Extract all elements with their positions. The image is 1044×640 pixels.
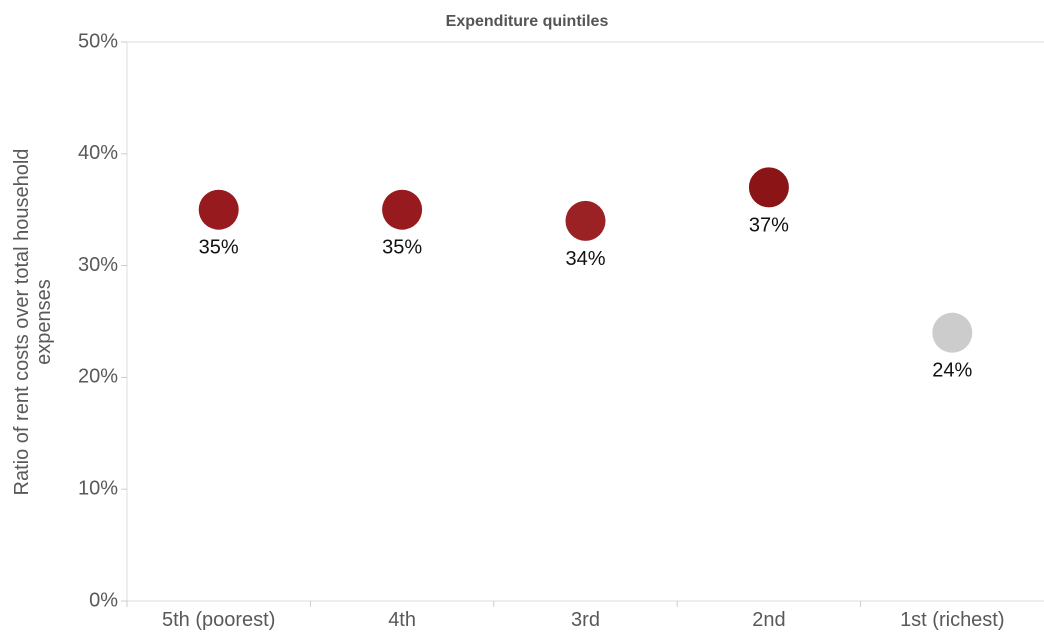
data-point[interactable] xyxy=(932,312,973,353)
y-tick-label: 30% xyxy=(78,254,118,276)
data-label: 35% xyxy=(199,237,239,259)
x-tick-label: 1st (richest) xyxy=(900,609,1004,631)
x-tick-label: 4th xyxy=(388,609,416,631)
data-point[interactable] xyxy=(565,200,606,241)
x-tick-label: 2nd xyxy=(752,609,785,631)
x-tick-label: 3rd xyxy=(571,609,600,631)
x-axis-ticks: 5th (poorest) 4th 3rd 2nd 1st (richest) xyxy=(126,601,1005,631)
chart-title: Expenditure quintiles xyxy=(446,13,609,30)
x-tick-label: 5th (poorest) xyxy=(162,609,275,631)
y-axis-ticks: 0% 10% 20% 30% 40% 50% xyxy=(78,30,127,611)
y-axis-title-line-1: Ratio of rent costs over total household xyxy=(11,149,33,496)
y-axis-title: Ratio of rent costs over total household… xyxy=(11,149,55,496)
y-tick-label: 50% xyxy=(78,30,118,52)
data-label: 35% xyxy=(382,237,422,259)
y-axis-title-line-2: expenses xyxy=(33,279,55,365)
y-tick-label: 40% xyxy=(78,142,118,164)
data-point[interactable] xyxy=(198,189,239,230)
data-label: 24% xyxy=(932,360,972,382)
y-tick-label: 20% xyxy=(78,366,118,388)
data-point[interactable] xyxy=(748,167,789,208)
data-point[interactable] xyxy=(382,189,423,230)
data-points: 35% 35% 34% 37% 24% xyxy=(198,167,973,382)
y-tick-label: 10% xyxy=(78,477,118,499)
data-label: 37% xyxy=(749,214,789,236)
y-tick-label: 0% xyxy=(89,589,118,611)
data-label: 34% xyxy=(565,248,605,270)
